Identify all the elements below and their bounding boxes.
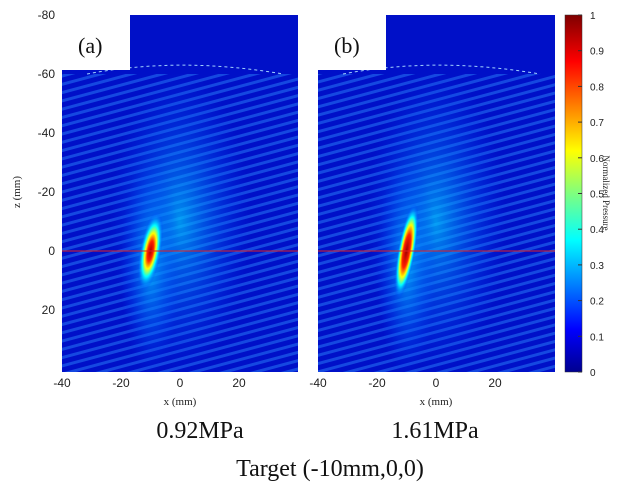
colorbar-tick-label: 0.1 (590, 332, 604, 343)
x-tick-label: 20 (232, 376, 246, 390)
colorbar-tick-label: 0.4 (590, 225, 604, 236)
label-box (62, 15, 130, 70)
y-tick-label: 0 (48, 244, 55, 258)
colorbar-tick-label: 0.8 (590, 82, 604, 93)
colorbar-tick-label: 0.7 (590, 118, 604, 129)
transducer-arc (342, 64, 541, 75)
y-tick-label: -40 (38, 126, 56, 140)
x-tick-label: 0 (433, 376, 440, 390)
x-tick-label: 20 (488, 376, 502, 390)
x-axis-label: x (mm) (420, 396, 453, 408)
panel-label: (b) (334, 33, 360, 58)
y-tick-label: -60 (38, 67, 56, 81)
heatmap-panel: (a) (62, 15, 298, 376)
x-tick-label: -20 (112, 376, 130, 390)
panel-label: (a) (78, 33, 102, 58)
y-axis-label: z (mm) (11, 176, 23, 208)
colorbar-label: Normalized Pressure (601, 155, 611, 230)
label-box (318, 15, 386, 70)
colorbar-tick-label: 0.9 (590, 47, 604, 58)
colorbar-tick-label: 0.3 (590, 261, 604, 272)
transducer-arc (86, 64, 284, 75)
colorbar-tick-label: 1 (590, 11, 596, 22)
colorbar-tick-label: 0.2 (590, 297, 604, 308)
colorbar-tick-label: 0.6 (590, 154, 604, 165)
x-tick-label: -20 (368, 376, 386, 390)
caption: Target (-10mm,0,0) (236, 456, 424, 482)
y-tick-label: -20 (38, 185, 56, 199)
pressure-label: 0.92MPa (156, 418, 244, 444)
x-tick-label: 0 (177, 376, 184, 390)
x-tick-label: -40 (53, 376, 71, 390)
y-tick-label: 20 (42, 303, 56, 317)
pressure-label: 1.61MPa (391, 418, 479, 444)
heatmap-panel: (b) (318, 15, 555, 376)
y-tick-label: -80 (38, 8, 56, 22)
colorbar-tick-label: 0 (590, 368, 596, 379)
x-tick-label: -40 (309, 376, 327, 390)
colorbar-tick-label: 0.5 (590, 190, 604, 201)
x-axis-label: x (mm) (164, 396, 197, 408)
